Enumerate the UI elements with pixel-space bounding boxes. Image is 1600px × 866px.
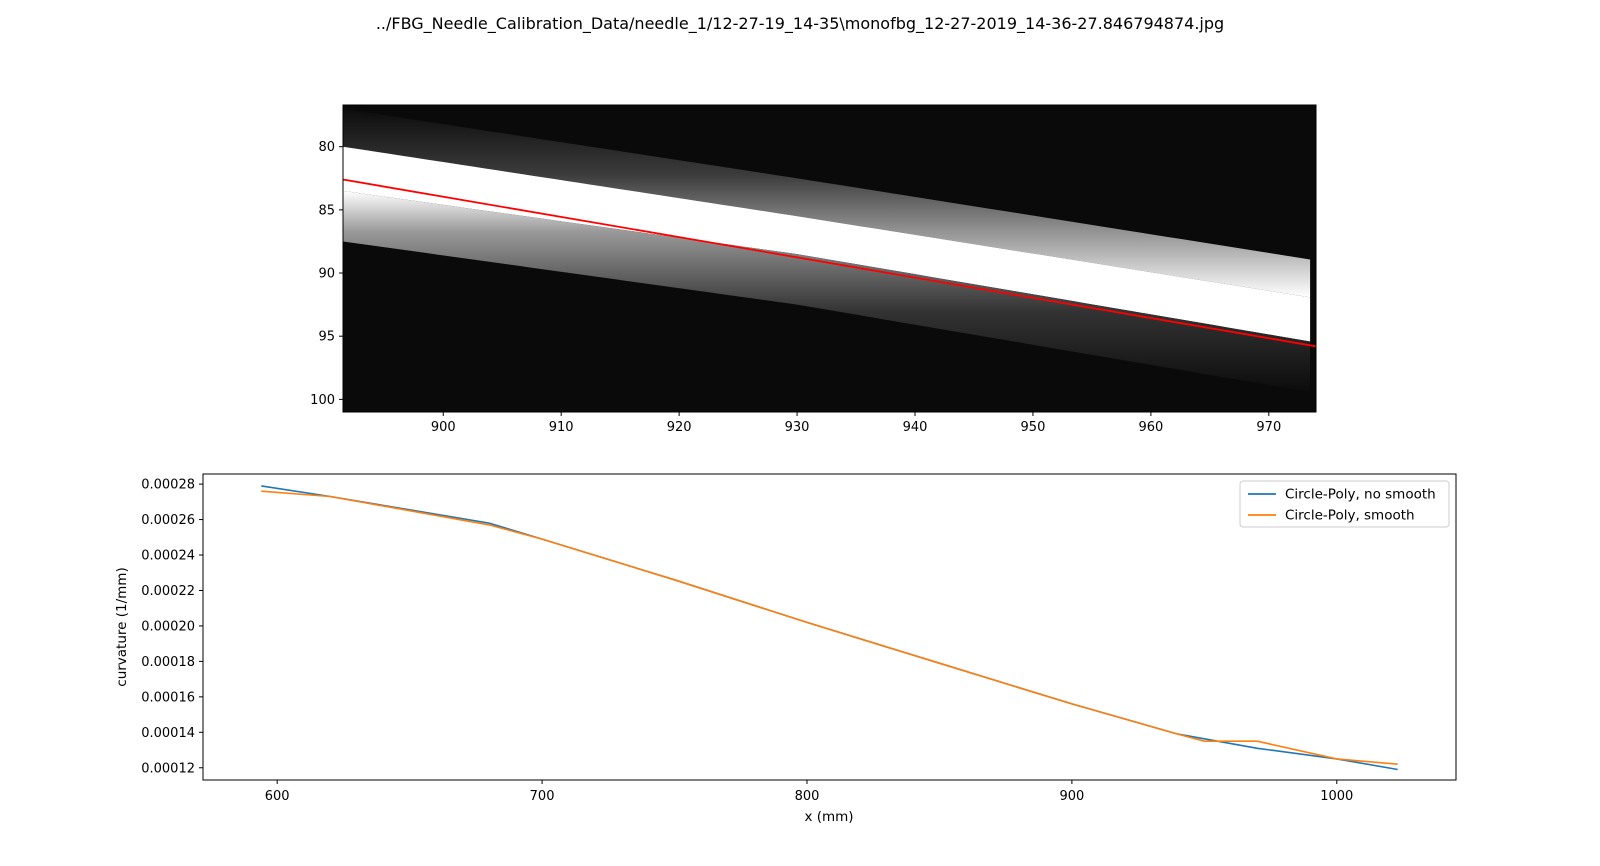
legend-label: Circle-Poly, smooth [1285,508,1415,524]
y-tick-label: 100 [310,393,335,408]
figure-title: ../FBG_Needle_Calibration_Data/needle_1/… [375,14,1225,33]
x-axis-label: x (mm) [804,809,853,825]
y-tick-label: 0.00020 [141,619,195,634]
y-tick-label: 0.00014 [141,726,195,741]
legend: Circle-Poly, no smooth Circle-Poly, smoot… [1239,480,1450,528]
plot-y-ticks: 0.00012 0.00014 0.00016 0.00018 0.00020 0.000… [141,478,203,776]
x-tick-label: 800 [795,789,820,804]
y-tick-label: 0.00012 [141,761,195,776]
y-tick-label: 0.00018 [141,655,195,670]
x-tick-label: 700 [530,789,555,804]
x-tick-label: 940 [903,420,928,435]
y-axis-label: curvature (1/mm) [114,567,130,686]
plot-x-ticks: 600 700 800 900 1000 [265,780,1353,804]
x-tick-label: 960 [1138,420,1163,435]
image-y-ticks: 80 85 90 95 100 [310,140,343,408]
y-tick-label: 0.00026 [141,513,195,528]
image-panel: 900 910 920 930 940 950 960 970 80 85 90 95 100 [310,104,1317,435]
y-tick-label: 85 [318,203,335,218]
x-tick-label: 950 [1021,420,1046,435]
x-tick-label: 1000 [1320,789,1353,804]
plot-frame [202,473,1457,781]
x-tick-label: 900 [1059,789,1084,804]
heatmap-image [343,105,1316,412]
x-tick-label: 930 [785,420,810,435]
y-tick-label: 0.00024 [141,549,195,564]
legend-box [1239,480,1450,528]
x-tick-label: 900 [431,420,456,435]
series-layer [261,485,1398,771]
x-tick-label: 970 [1256,420,1281,435]
y-tick-label: 0.00016 [141,690,195,705]
y-tick-label: 90 [318,267,335,282]
x-tick-label: 910 [549,420,574,435]
image-x-ticks: 900 910 920 930 940 950 960 970 [431,412,1281,435]
y-tick-label: 0.00022 [141,584,195,599]
x-tick-label: 920 [667,420,692,435]
legend-label: Circle-Poly, no smooth [1285,487,1436,503]
fit-line [342,178,1317,348]
x-tick-label: 600 [265,789,290,804]
y-tick-label: 95 [318,330,335,345]
series-line-smooth [261,490,1398,765]
band-upper-gradient [343,108,1311,298]
y-tick-label: 0.00028 [141,478,195,493]
image-frame [342,104,1317,413]
band-lower-gradient [343,190,1311,393]
y-tick-label: 80 [318,140,335,155]
curvature-panel: 600 700 800 900 1000 0.000120.000140.000160.… [114,473,1457,825]
band-core [343,146,1311,342]
